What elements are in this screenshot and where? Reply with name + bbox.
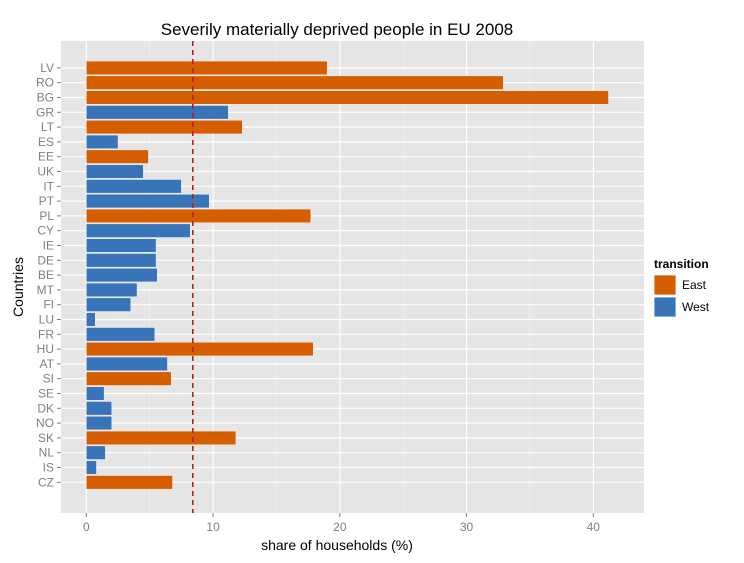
y-tick-label: PL bbox=[39, 209, 54, 223]
y-tick-label: DE bbox=[37, 253, 54, 267]
y-tick-label: DK bbox=[37, 401, 54, 415]
legend: transition East West bbox=[653, 257, 710, 318]
y-tick-label: IT bbox=[43, 179, 54, 193]
x-tick-label: 0 bbox=[83, 520, 90, 534]
y-tick-label: AT bbox=[40, 357, 55, 371]
x-tick-label: 10 bbox=[206, 520, 220, 534]
y-tick-label: CY bbox=[37, 224, 54, 238]
x-tick-label: 40 bbox=[587, 520, 601, 534]
y-tick-label: MT bbox=[37, 283, 55, 297]
y-tick-label: EE bbox=[38, 150, 54, 164]
bar-nl bbox=[86, 445, 106, 460]
y-tick-label: LT bbox=[41, 120, 55, 134]
bar-gr bbox=[86, 105, 229, 120]
y-axis-title: Countries bbox=[10, 257, 26, 317]
bar-mt bbox=[86, 282, 138, 297]
bar-pl bbox=[86, 208, 311, 223]
x-axis: 0 10 20 30 40 bbox=[83, 513, 600, 534]
y-tick-label: LV bbox=[40, 61, 54, 75]
y-tick-label: SE bbox=[38, 387, 54, 401]
y-tick-label: NO bbox=[36, 416, 54, 430]
x-axis-title: share of households (%) bbox=[261, 537, 413, 553]
y-tick-label: NL bbox=[39, 446, 55, 460]
y-tick-label: FI bbox=[43, 298, 54, 312]
legend-key-west bbox=[653, 296, 677, 318]
chart-title: Severily materially deprived people in E… bbox=[161, 20, 513, 39]
bar-dk bbox=[86, 401, 112, 416]
bar-ro bbox=[86, 75, 504, 90]
bar-it bbox=[86, 179, 182, 194]
y-tick-label: SK bbox=[38, 431, 54, 445]
y-tick-label: LU bbox=[39, 313, 54, 327]
bar-de bbox=[86, 253, 157, 268]
y-tick-label: SI bbox=[43, 372, 54, 386]
y-tick-label: FR bbox=[38, 327, 54, 341]
bar-se bbox=[86, 386, 105, 401]
y-tick-label: IS bbox=[43, 461, 54, 475]
bar-cy bbox=[86, 223, 191, 238]
bar-hu bbox=[86, 342, 314, 357]
bar-lu bbox=[86, 312, 96, 327]
bar-lv bbox=[86, 60, 328, 75]
legend-key-east bbox=[653, 274, 677, 296]
bar-is bbox=[86, 460, 97, 475]
y-tick-label: BE bbox=[38, 268, 54, 282]
bar-fi bbox=[86, 297, 131, 312]
y-tick-label: RO bbox=[36, 76, 54, 90]
y-tick-label: PT bbox=[39, 194, 55, 208]
x-tick-label: 30 bbox=[460, 520, 474, 534]
bar-ie bbox=[86, 238, 157, 253]
bar-at bbox=[86, 356, 168, 371]
bar-be bbox=[86, 268, 158, 283]
bar-ee bbox=[86, 149, 149, 164]
y-axis: LVROBGGRLTESEEUKITPTPLCYIEDEBEMTFILUFRHU… bbox=[36, 61, 61, 489]
y-tick-label: UK bbox=[37, 165, 54, 179]
y-tick-label: ES bbox=[38, 135, 54, 149]
x-tick-label: 20 bbox=[333, 520, 347, 534]
bar-bg bbox=[86, 90, 609, 105]
bar-si bbox=[86, 371, 172, 386]
y-tick-label: GR bbox=[36, 105, 54, 119]
legend-label-east: East bbox=[682, 278, 707, 292]
bar-uk bbox=[86, 164, 144, 179]
legend-label-west: West bbox=[682, 300, 710, 314]
bars-group bbox=[86, 60, 609, 490]
bar-es bbox=[86, 134, 119, 149]
legend-title: transition bbox=[654, 257, 709, 271]
y-tick-label: HU bbox=[37, 342, 54, 356]
bar-lt bbox=[86, 120, 243, 135]
bar-fr bbox=[86, 327, 155, 342]
bar-cz bbox=[86, 475, 173, 490]
bar-pt bbox=[86, 194, 210, 209]
y-tick-label: BG bbox=[37, 91, 54, 105]
bar-sk bbox=[86, 430, 237, 445]
y-tick-label: IE bbox=[43, 239, 54, 253]
y-tick-label: CZ bbox=[38, 475, 54, 489]
bar-no bbox=[86, 416, 112, 431]
